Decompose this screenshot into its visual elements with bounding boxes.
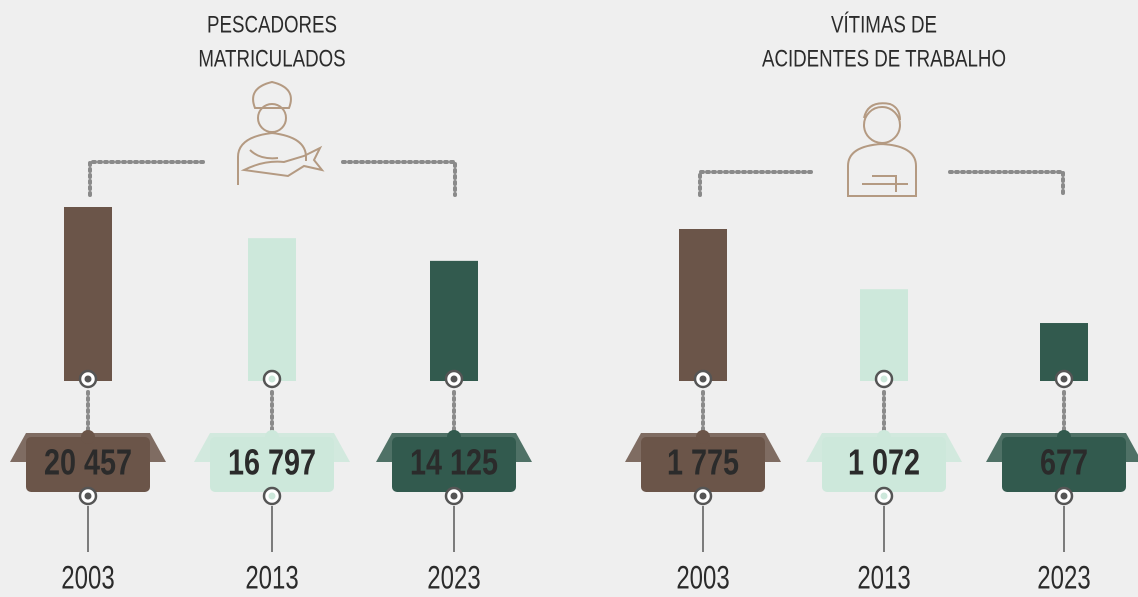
value-label: 14 125 <box>410 441 498 482</box>
connector-right <box>698 170 1065 197</box>
notch <box>265 430 279 444</box>
x-tick-label: 2003 <box>676 559 729 595</box>
marker-dot <box>699 492 707 500</box>
marker-dot <box>450 492 458 500</box>
value-label: 677 <box>1040 441 1088 482</box>
marker-dot <box>880 375 888 383</box>
marker-dot <box>84 375 92 383</box>
value-box <box>641 437 765 492</box>
notch <box>877 430 891 444</box>
marker-dot <box>268 492 276 500</box>
x-tick-label: 2013 <box>245 559 298 595</box>
x-tick-label: 2003 <box>61 559 114 595</box>
value-box <box>822 437 946 492</box>
bar <box>248 238 296 381</box>
bar <box>64 207 112 381</box>
value-label: 20 457 <box>44 441 132 482</box>
notch <box>81 430 95 444</box>
marker-dot <box>84 492 92 500</box>
marker-dot <box>268 375 276 383</box>
marker-dot <box>450 375 458 383</box>
charts: PESCADORES MATRICULADOS 20 457 2003 16 797 20… <box>10 10 1138 595</box>
bar <box>679 229 727 381</box>
value-box <box>1002 437 1126 492</box>
chart-title: VÍTIMAS DE <box>831 10 937 38</box>
x-tick-label: 2023 <box>1037 559 1090 595</box>
value-box <box>26 437 150 492</box>
bar <box>860 289 908 381</box>
notch <box>447 430 461 444</box>
fisherman-icon <box>237 80 325 185</box>
value-label: 1 072 <box>848 441 920 482</box>
marker-dot <box>699 375 707 383</box>
value-label: 1 775 <box>667 441 739 482</box>
marker-dot <box>1060 492 1068 500</box>
notch <box>1057 430 1071 444</box>
value-box <box>392 437 516 492</box>
chart-title: PESCADORES <box>207 11 337 38</box>
worker-icon <box>847 102 917 197</box>
connector-left <box>88 160 457 197</box>
marker-dot <box>1060 375 1068 383</box>
marker-dot <box>880 492 888 500</box>
x-tick-label: 2013 <box>857 559 910 595</box>
x-tick-label: 2023 <box>427 559 480 595</box>
bar <box>430 260 478 381</box>
chart-title: ACIDENTES DE TRABALHO <box>762 45 1006 72</box>
value-box <box>210 437 334 492</box>
chart-title: MATRICULADOS <box>198 45 345 72</box>
value-label: 16 797 <box>228 441 316 482</box>
notch <box>696 430 710 444</box>
